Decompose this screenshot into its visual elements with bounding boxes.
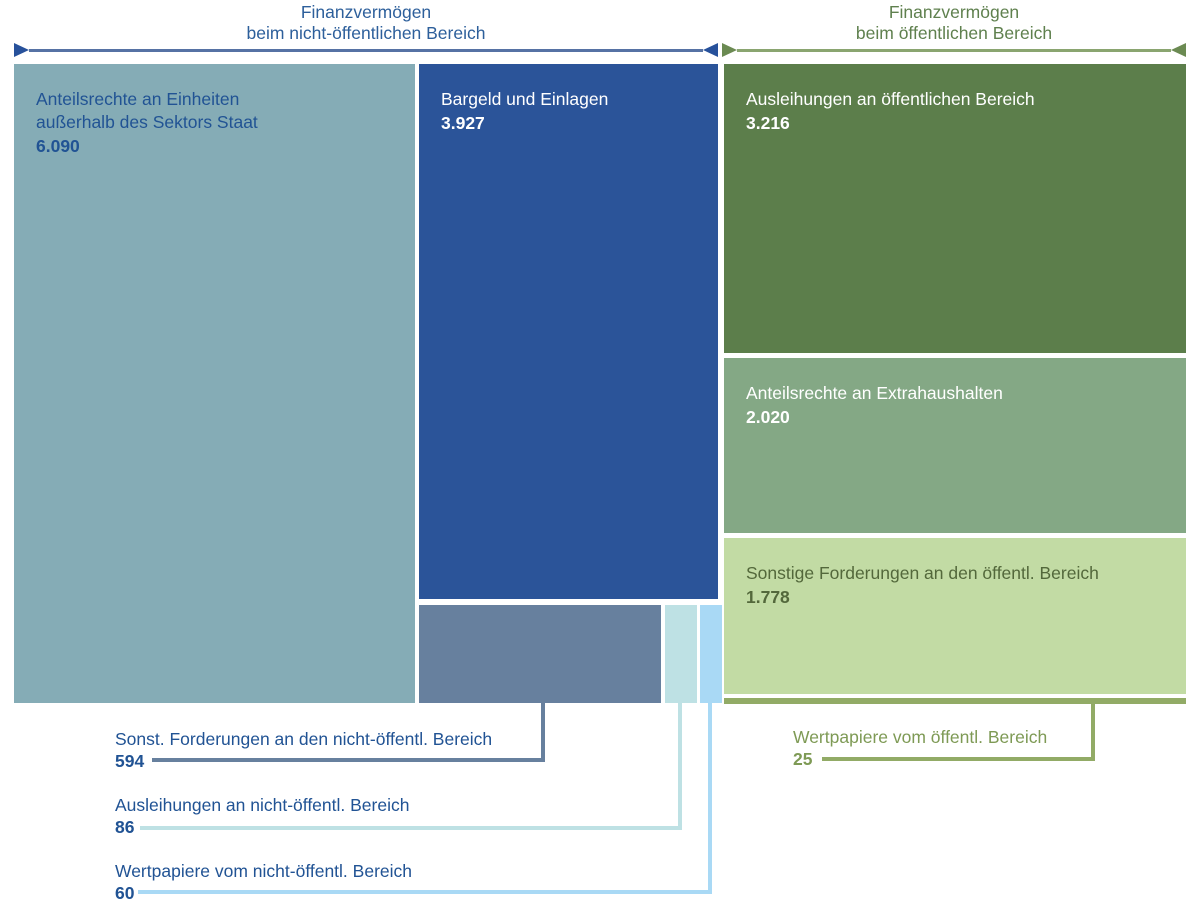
- callout-label: Wertpapiere vom nicht-öffentl. Bereich: [115, 861, 412, 881]
- callout-ausleihungen-nichtoeffentl: Ausleihungen an nicht-öffentl. Bereich 8…: [115, 794, 409, 838]
- tile-label: Anteilsrechte an Extrahaushalten: [746, 383, 1003, 403]
- span-arrow-public: [722, 43, 1186, 57]
- tile-label: Ausleihungen an öffentlichen Bereich: [746, 89, 1035, 109]
- tile-ausleihungen-nichtoeffentl: [665, 605, 697, 703]
- arrowhead-right-icon: [722, 43, 737, 57]
- tile-value: 3.216: [746, 113, 790, 133]
- arrowhead-left-icon: [1171, 43, 1186, 57]
- tile-wertpapiere-oeffentl: [724, 698, 1186, 704]
- tile-anteilsrechte-extrahaushalte: Anteilsrechte an Extrahaushalten 2.020: [724, 358, 1186, 533]
- tile-sonst-forderungen-nichtoeffentl: [419, 605, 661, 703]
- tile-anteilsrechte-einheiten: Anteilsrechte an Einheiten außerhalb des…: [14, 64, 415, 703]
- group-header-nonpublic-line2: beim nicht-öffentlichen Bereich: [246, 23, 486, 43]
- callout-label: Sonst. Forderungen an den nicht-öffentl.…: [115, 729, 493, 749]
- leader-line-sonst-forderungen-nichtoeffentl: [152, 703, 545, 762]
- span-arrow-nonpublic: [14, 43, 718, 57]
- callout-label: Wertpapiere vom öffentl. Bereich: [793, 727, 1048, 747]
- arrowhead-right-icon: [14, 43, 29, 57]
- group-header-public: Finanzvermögen beim öffentlichen Bereich: [722, 2, 1186, 44]
- callout-label: Ausleihungen an nicht-öffentl. Bereich: [115, 795, 410, 815]
- tile-bargeld-einlagen: Bargeld und Einlagen 3.927: [419, 64, 718, 599]
- group-header-nonpublic-line1: Finanzvermögen: [300, 2, 432, 22]
- callout-sonst-forderungen-nichtoeffentl: Sonst. Forderungen an den nicht-öffentl.…: [115, 728, 492, 772]
- leader-line-wertpapiere-nichtoeffentl: [138, 703, 712, 894]
- span-rule-public: [737, 48, 1171, 52]
- tile-value: 2.020: [746, 407, 790, 427]
- group-header-public-line2: beim öffentlichen Bereich: [855, 23, 1053, 43]
- tile-ausleihungen-oeffentl: Ausleihungen an öffentlichen Bereich 3.2…: [724, 64, 1186, 353]
- tile-value: 1.778: [746, 587, 790, 607]
- group-header-public-line1: Finanzvermögen: [888, 2, 1020, 22]
- tile-label: Anteilsrechte an Einheiten außerhalb des…: [36, 89, 258, 132]
- callout-value: 25: [793, 749, 813, 769]
- tile-label: Bargeld und Einlagen: [441, 89, 609, 109]
- callout-wertpapiere-nichtoeffentl: Wertpapiere vom nicht-öffentl. Bereich 6…: [115, 860, 412, 904]
- tile-label: Sonstige Forderungen an den öffentl. Ber…: [746, 563, 1099, 583]
- tile-wertpapiere-nichtoeffentl: [700, 605, 722, 703]
- callout-value: 594: [115, 751, 145, 771]
- callout-value: 60: [115, 883, 135, 903]
- leader-line-wertpapiere-oeffentl: [822, 704, 1095, 761]
- callout-value: 86: [115, 817, 135, 837]
- tile-sonstige-forderungen-oeffentl: Sonstige Forderungen an den öffentl. Ber…: [724, 538, 1186, 694]
- arrowhead-left-icon: [703, 43, 718, 57]
- group-header-nonpublic: Finanzvermögen beim nicht-öffentlichen B…: [14, 2, 718, 44]
- leader-line-ausleihungen-nichtoeffentl: [140, 703, 682, 830]
- span-rule-nonpublic: [29, 48, 703, 52]
- callout-wertpapiere-oeffentl: Wertpapiere vom öffentl. Bereich 25: [793, 726, 1047, 770]
- tile-value: 3.927: [441, 113, 485, 133]
- tile-value: 6.090: [36, 136, 80, 156]
